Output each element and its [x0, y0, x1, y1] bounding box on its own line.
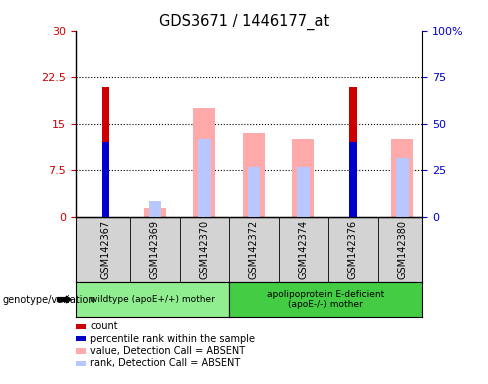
Bar	[349, 87, 357, 217]
Text: GSM142372: GSM142372	[249, 220, 259, 280]
Text: GSM142367: GSM142367	[101, 220, 110, 279]
Text: apolipoprotein E-deficient
(apoE-/-) mother: apolipoprotein E-deficient (apoE-/-) mot…	[267, 290, 384, 309]
Bar	[247, 167, 260, 217]
Text: GSM142369: GSM142369	[150, 220, 160, 279]
Bar	[297, 167, 309, 217]
Text: value, Detection Call = ABSENT: value, Detection Call = ABSENT	[90, 346, 245, 356]
Bar	[349, 142, 357, 217]
Text: GDS3671 / 1446177_at: GDS3671 / 1446177_at	[159, 13, 329, 30]
Text: GSM142376: GSM142376	[348, 220, 358, 279]
Text: wildtype (apoE+/+) mother: wildtype (apoE+/+) mother	[90, 295, 215, 304]
Bar	[396, 158, 408, 217]
Bar	[193, 108, 216, 217]
Bar	[102, 87, 109, 217]
Bar	[198, 139, 210, 217]
Bar	[143, 208, 166, 217]
Bar	[292, 139, 314, 217]
Bar	[243, 133, 265, 217]
Text: GSM142374: GSM142374	[298, 220, 308, 279]
Bar	[391, 139, 413, 217]
Bar	[149, 202, 161, 217]
Text: percentile rank within the sample: percentile rank within the sample	[90, 334, 255, 344]
Text: GSM142370: GSM142370	[199, 220, 209, 279]
Text: GSM142380: GSM142380	[397, 220, 407, 279]
Text: count: count	[90, 321, 118, 331]
Bar	[102, 142, 109, 217]
Text: rank, Detection Call = ABSENT: rank, Detection Call = ABSENT	[90, 358, 241, 368]
Text: genotype/variation: genotype/variation	[2, 295, 95, 305]
